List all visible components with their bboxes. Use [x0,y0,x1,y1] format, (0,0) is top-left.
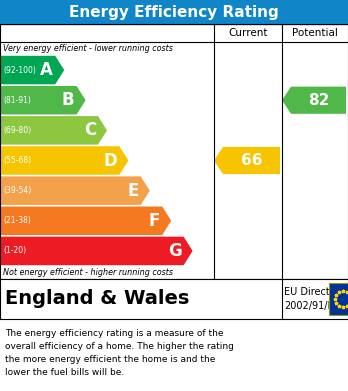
Text: (81-91): (81-91) [3,96,31,105]
Text: 82: 82 [308,93,329,108]
Bar [329,283,348,315]
Text: 66: 66 [241,153,262,168]
Text: E: E [127,182,139,200]
Polygon shape [0,237,192,265]
Text: (21-38): (21-38) [3,216,31,225]
Text: Energy Efficiency Rating: Energy Efficiency Rating [69,5,279,20]
Text: (1-20): (1-20) [3,246,26,255]
Text: Not energy efficient - higher running costs: Not energy efficient - higher running co… [3,268,173,277]
Text: England & Wales: England & Wales [5,289,189,308]
Bar [0,24,348,279]
Text: G: G [168,242,182,260]
Polygon shape [0,116,107,145]
Text: Very energy efficient - lower running costs: Very energy efficient - lower running co… [3,44,173,53]
Bar [0,279,348,319]
Polygon shape [0,56,64,84]
Text: EU Directive
2002/91/EC: EU Directive 2002/91/EC [284,287,344,311]
Polygon shape [282,87,346,114]
Polygon shape [0,86,86,115]
Polygon shape [0,176,150,205]
Bar [0,0,348,24]
Text: B: B [62,91,74,109]
Text: (69-80): (69-80) [3,126,31,135]
Text: (55-68): (55-68) [3,156,31,165]
Polygon shape [0,206,171,235]
Text: (92-100): (92-100) [3,66,36,75]
Text: The energy efficiency rating is a measure of the
overall efficiency of a home. T: The energy efficiency rating is a measur… [5,329,234,377]
Text: Current: Current [228,28,268,38]
Polygon shape [214,147,280,174]
Text: A: A [40,61,53,79]
Text: C: C [84,121,96,139]
Text: Potential: Potential [292,28,338,38]
Polygon shape [0,146,128,175]
Text: D: D [104,151,117,170]
Text: F: F [149,212,160,230]
Text: (39-54): (39-54) [3,186,31,195]
